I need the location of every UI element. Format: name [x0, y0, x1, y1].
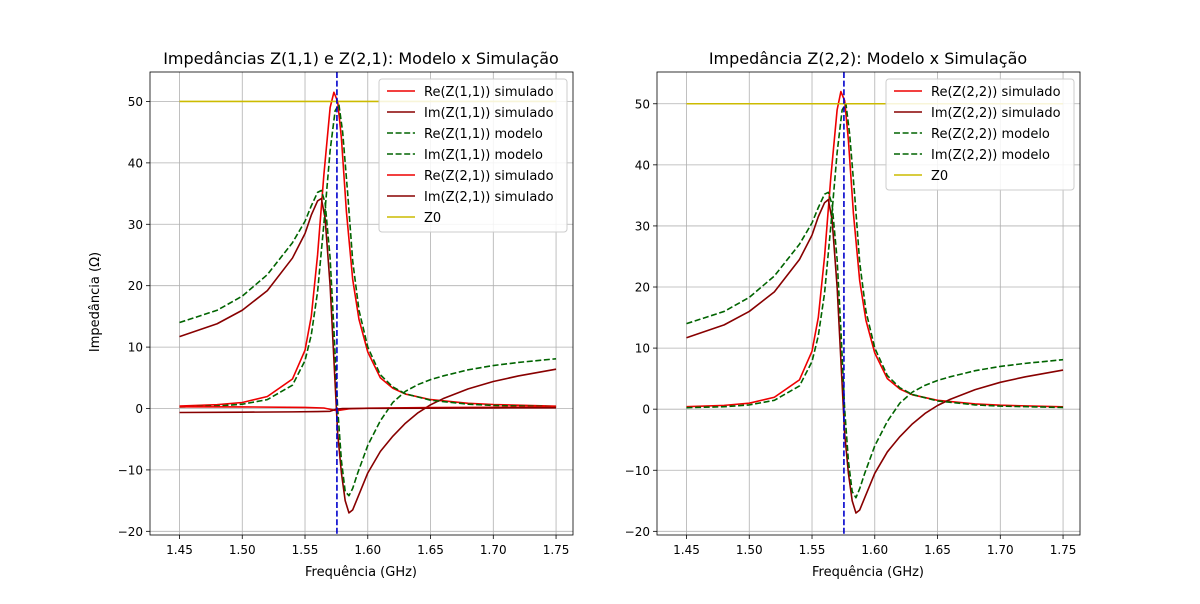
legend: Re(Z(1,1)) simulado Im(Z(1,1)) simulado Re…	[378, 78, 568, 233]
y-tick-label: 20	[128, 279, 143, 293]
x-tick-label: 1.60	[861, 543, 888, 557]
legend-label: Re(Z(2,2)) modelo	[931, 127, 1050, 142]
legend-label: Z0	[931, 169, 948, 184]
series-line	[686, 198, 1064, 514]
series-line	[179, 197, 557, 514]
y-tick-label: −10	[118, 463, 143, 477]
legend-label: Re(Z(1,1)) simulado	[424, 85, 554, 100]
x-tick-label: 1.50	[229, 543, 256, 557]
legend-label: Im(Z(2,1)) simulado	[424, 190, 554, 205]
series-line	[179, 189, 557, 497]
x-axis-label: Frequência (GHz)	[305, 565, 417, 580]
x-tick-label: 1.60	[354, 543, 381, 557]
x-tick-label: 1.65	[924, 543, 951, 557]
legend-label: Im(Z(1,1)) modelo	[424, 148, 543, 163]
x-tick-label: 1.70	[480, 543, 507, 557]
x-tick-label: 1.55	[799, 543, 826, 557]
y-tick-label: 0	[135, 402, 143, 416]
y-tick-label: 40	[128, 156, 143, 170]
y-tick-label: 0	[642, 403, 650, 417]
legend-label: Im(Z(2,2)) simulado	[931, 106, 1061, 121]
x-axis-label: Frequência (GHz)	[812, 565, 924, 580]
x-tick-label: 1.65	[417, 543, 444, 557]
y-tick-label: 30	[128, 218, 143, 232]
x-tick-label: 1.45	[166, 543, 193, 557]
x-tick-label: 1.70	[987, 543, 1014, 557]
left-chart-panel: Impedâncias Z(1,1) e Z(2,1): Modelo x Si…	[88, 49, 574, 580]
series-line	[179, 103, 557, 408]
y-tick-label: 50	[635, 97, 650, 111]
y-tick-label: −20	[118, 525, 143, 539]
y-tick-label: 40	[635, 158, 650, 172]
legend-label: Im(Z(1,1)) simulado	[424, 106, 554, 121]
x-tick-label: 1.55	[292, 543, 319, 557]
legend-label: Im(Z(2,2)) modelo	[931, 148, 1050, 163]
right-chart-panel: Impedância Z(2,2): Modelo x Simulação Fr…	[625, 49, 1081, 580]
series-line	[686, 102, 1064, 409]
y-tick-label: −20	[625, 525, 650, 539]
chart-title: Impedâncias Z(1,1) e Z(2,1): Modelo x Si…	[163, 49, 559, 68]
y-tick-label: 10	[128, 341, 143, 355]
axes-frame	[656, 71, 1081, 536]
legend-label: Z0	[424, 211, 441, 226]
y-tick-label: 10	[635, 342, 650, 356]
x-tick-label: 1.75	[543, 543, 570, 557]
y-tick-label: 20	[635, 281, 650, 295]
legend: Re(Z(2,2)) simulado Im(Z(2,2)) simulado Re…	[885, 78, 1075, 191]
axes-frame	[149, 71, 574, 536]
series-line	[686, 191, 1064, 499]
x-tick-label: 1.50	[736, 543, 763, 557]
legend-label: Re(Z(2,1)) simulado	[424, 169, 554, 184]
x-tick-label: 1.45	[673, 543, 700, 557]
legend-label: Re(Z(2,2)) simulado	[931, 85, 1061, 100]
y-tick-label: 30	[635, 219, 650, 233]
y-tick-label: −10	[625, 464, 650, 478]
legend-label: Re(Z(1,1)) modelo	[424, 127, 543, 142]
y-axis-label: Impedância (Ω)	[88, 252, 103, 352]
y-tick-label: 50	[128, 95, 143, 109]
chart-title: Impedância Z(2,2): Modelo x Simulação	[709, 49, 1027, 68]
x-tick-label: 1.75	[1050, 543, 1077, 557]
